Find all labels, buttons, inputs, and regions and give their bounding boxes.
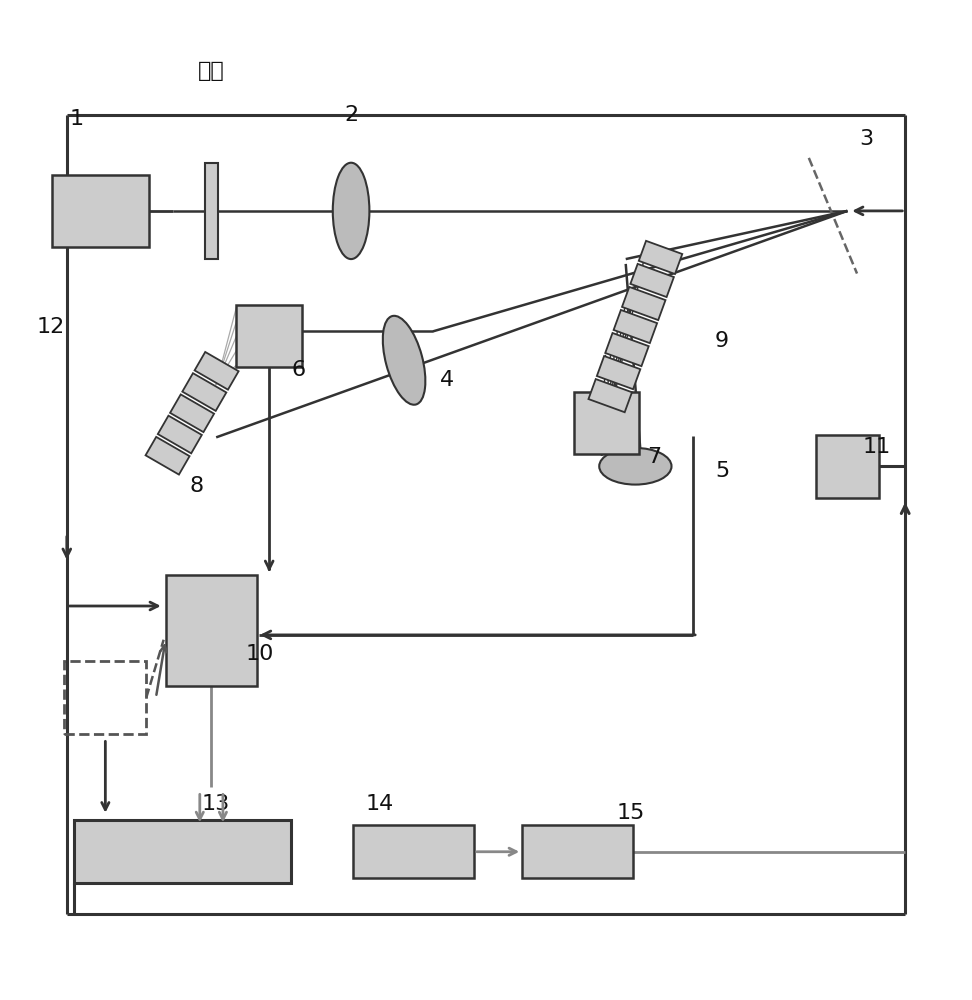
Text: 9: 9 xyxy=(715,331,729,351)
Bar xyxy=(613,310,657,343)
Bar xyxy=(622,287,666,320)
Bar xyxy=(597,356,641,389)
Text: 物体: 物体 xyxy=(198,61,225,81)
Text: 3: 3 xyxy=(859,129,874,149)
Bar xyxy=(522,825,633,878)
Ellipse shape xyxy=(332,163,369,259)
Text: 10: 10 xyxy=(245,644,274,664)
Bar xyxy=(639,241,682,274)
Text: 4: 4 xyxy=(440,370,455,390)
Bar xyxy=(631,264,674,297)
Bar xyxy=(165,575,258,686)
Text: 5: 5 xyxy=(715,461,729,481)
Text: 15: 15 xyxy=(616,803,644,823)
Text: 7: 7 xyxy=(647,447,662,467)
Bar xyxy=(606,333,648,366)
Bar xyxy=(64,661,147,734)
Bar xyxy=(146,437,190,475)
Bar xyxy=(236,305,302,367)
Bar xyxy=(205,163,218,259)
Text: 6: 6 xyxy=(291,360,305,380)
Text: 2: 2 xyxy=(344,105,358,125)
Ellipse shape xyxy=(383,316,426,405)
Text: 11: 11 xyxy=(862,437,890,457)
Bar xyxy=(194,352,238,390)
Bar xyxy=(157,416,202,453)
Bar xyxy=(52,175,149,247)
Bar xyxy=(816,435,879,498)
Bar xyxy=(588,379,632,412)
Bar xyxy=(354,825,474,878)
Text: 12: 12 xyxy=(36,317,64,337)
Text: 14: 14 xyxy=(365,794,394,814)
Bar xyxy=(74,820,291,883)
Text: 13: 13 xyxy=(202,794,230,814)
Bar xyxy=(170,394,214,432)
Text: 1: 1 xyxy=(69,109,84,129)
Text: 8: 8 xyxy=(190,476,204,496)
Bar xyxy=(573,392,640,454)
Ellipse shape xyxy=(599,448,672,485)
Bar xyxy=(183,373,226,411)
